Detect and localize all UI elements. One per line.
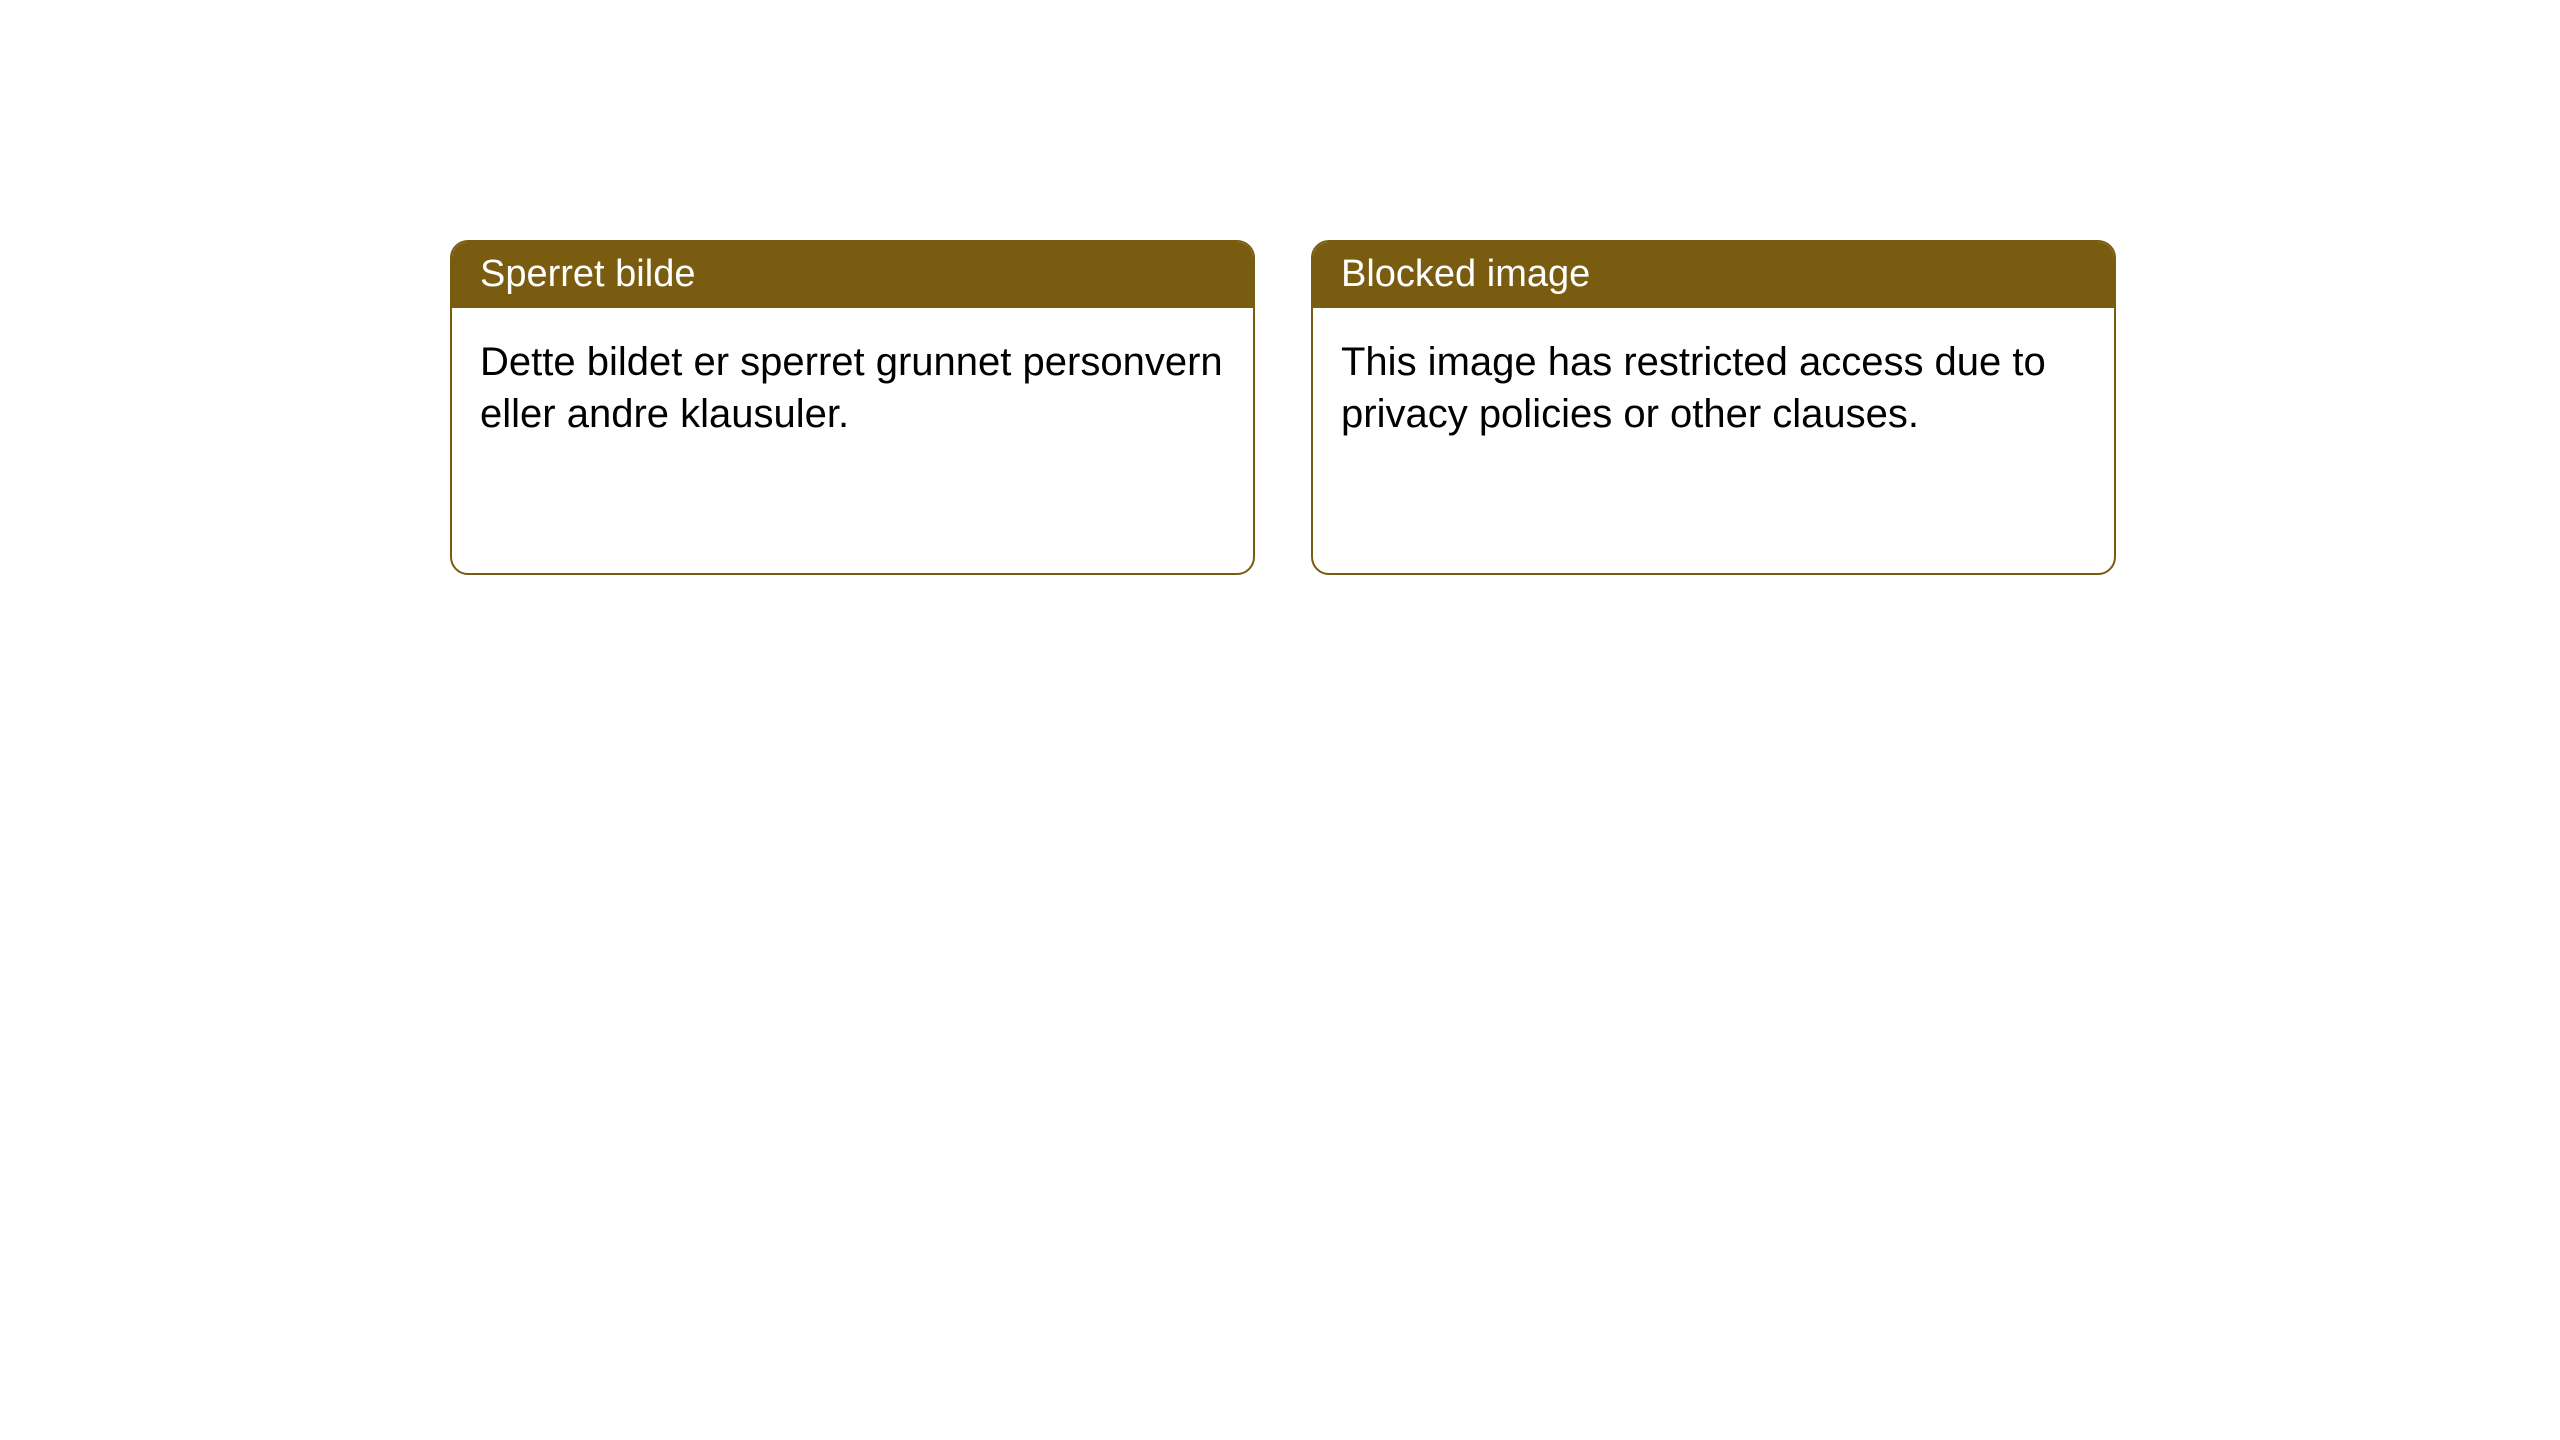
notice-title-norwegian: Sperret bilde <box>452 242 1253 308</box>
notice-container: Sperret bilde Dette bildet er sperret gr… <box>0 0 2560 575</box>
notice-body-english: This image has restricted access due to … <box>1313 308 2114 468</box>
notice-card-english: Blocked image This image has restricted … <box>1311 240 2116 575</box>
notice-card-norwegian: Sperret bilde Dette bildet er sperret gr… <box>450 240 1255 575</box>
notice-title-english: Blocked image <box>1313 242 2114 308</box>
notice-body-norwegian: Dette bildet er sperret grunnet personve… <box>452 308 1253 468</box>
